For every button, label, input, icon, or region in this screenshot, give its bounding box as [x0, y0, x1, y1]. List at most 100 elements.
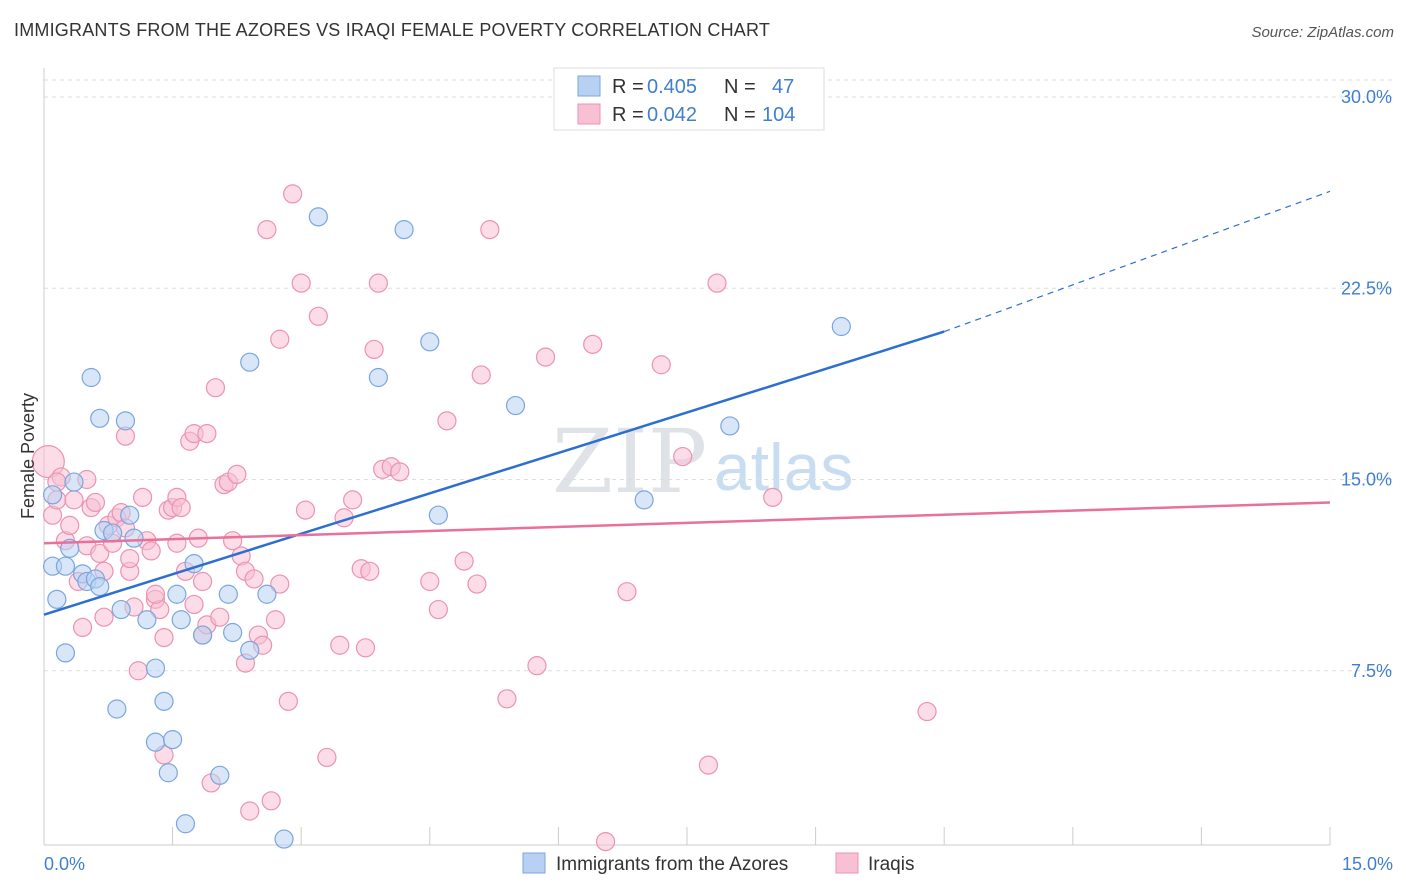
iraqis-point — [60, 515, 80, 536]
iraqis-point — [244, 569, 264, 589]
stats-n-value-1: 47 — [772, 76, 794, 98]
series-iraqis-points — [31, 184, 937, 852]
iraqis-point — [437, 411, 457, 431]
iraqis-point — [527, 656, 547, 676]
azores-point — [55, 556, 76, 576]
iraqis-point — [673, 446, 693, 467]
azores-point — [240, 640, 260, 660]
azores-point — [111, 599, 131, 620]
iraqis-point — [270, 329, 290, 349]
iraqis-point — [355, 638, 376, 658]
y-tick-label: 15.0% — [1341, 470, 1392, 490]
iraqis-point — [227, 464, 247, 484]
stats-n-label-2: N = — [724, 104, 756, 126]
iraqis-point — [471, 365, 491, 385]
stats-r-label-1: R = — [612, 76, 644, 98]
iraqis-point — [193, 571, 213, 592]
iraqis-point — [698, 755, 719, 775]
iraqis-point — [120, 548, 140, 569]
iraqis-point — [480, 220, 500, 240]
iraqis-point — [707, 273, 727, 293]
iraqis-point — [145, 584, 166, 604]
iraqis-point — [265, 610, 286, 630]
azores-point — [175, 814, 196, 834]
azores-point — [145, 658, 166, 678]
iraqis-point — [167, 533, 187, 553]
y-tick-label: 7.5% — [1351, 661, 1392, 681]
iraqis-point — [390, 462, 410, 482]
azores-point — [171, 610, 191, 630]
iraqis-point — [171, 497, 191, 518]
stats-n-label-1: N = — [724, 76, 756, 98]
azores-point — [90, 576, 110, 597]
azores-point — [720, 416, 740, 436]
azores-point — [90, 408, 110, 428]
azores-point — [634, 490, 654, 510]
azores-point — [154, 691, 174, 711]
iraqis-point — [283, 184, 303, 204]
azores-point — [167, 584, 187, 604]
iraqis-trend-line — [43, 501, 1331, 545]
azores-point — [81, 367, 101, 388]
source-label: Source: ZipAtlas.com — [1251, 24, 1394, 41]
iraqis-point — [763, 487, 783, 507]
azores-point — [115, 411, 136, 431]
azores-point — [394, 220, 414, 240]
iraqis-point — [64, 490, 84, 510]
azores-point — [137, 610, 157, 630]
azores-point — [308, 207, 328, 227]
iraqis-point — [197, 424, 217, 444]
iraqis-point — [261, 791, 281, 811]
legend-label-iraqis: Iraqis — [868, 854, 914, 875]
stats-n-value-2: 104 — [762, 104, 795, 126]
chart-title: IMMIGRANTS FROM THE AZORES VS IRAQI FEMA… — [14, 20, 771, 40]
iraqis-point — [223, 531, 243, 551]
azores-point — [218, 584, 238, 604]
legend-swatch-iraqis — [835, 852, 859, 874]
azores-point — [42, 485, 63, 505]
iraqis-point — [651, 355, 671, 375]
azores-point — [505, 395, 526, 416]
iraqis-point — [917, 701, 937, 722]
iraqis-point — [278, 691, 298, 711]
azores-point — [102, 523, 123, 543]
iraqis-point — [454, 551, 474, 571]
azores-point — [120, 505, 140, 525]
iraqis-point — [583, 334, 603, 354]
series-legend: Immigrants from the Azores Iraqis — [522, 852, 914, 875]
iraqis-point — [205, 378, 226, 398]
azores-point — [368, 367, 388, 388]
azores-point — [274, 829, 294, 849]
iraqis-point — [330, 635, 350, 655]
legend-label-azores: Immigrants from the Azores — [556, 854, 788, 875]
trend-lines — [43, 190, 1331, 616]
y-tick-label: 30.0% — [1341, 87, 1392, 107]
azores-point — [47, 589, 67, 609]
iraqis-point — [368, 273, 388, 293]
azores-point — [64, 472, 84, 492]
azores-point — [428, 505, 448, 525]
iraqis-point — [85, 492, 106, 513]
iraqis-point — [240, 801, 260, 821]
tick-labels: 7.5% 15.0% 22.5% 30.0% 0.0% 15.0% — [44, 87, 1393, 874]
legend-swatch-azores — [522, 852, 546, 874]
azores-point — [107, 699, 127, 719]
iraqis-point — [90, 543, 110, 564]
stats-legend-swatch-blue — [577, 75, 601, 97]
azores-point — [210, 765, 230, 785]
iraqis-point — [308, 306, 328, 326]
iraqis-point — [317, 747, 337, 768]
azores-point — [257, 584, 277, 604]
stats-legend-swatch-pink — [577, 103, 601, 125]
stats-r-value-1: 0.405 — [647, 76, 697, 98]
azores-point — [145, 732, 166, 752]
x-tick-label: 0.0% — [44, 854, 85, 874]
iraqis-point — [210, 607, 230, 627]
iraqis-point — [497, 689, 517, 709]
azores-point — [163, 729, 183, 750]
watermark-atlas: atlas — [714, 430, 853, 504]
azores-point — [193, 625, 213, 645]
stats-r-value-2: 0.042 — [647, 104, 697, 126]
iraqis-point — [291, 273, 311, 293]
